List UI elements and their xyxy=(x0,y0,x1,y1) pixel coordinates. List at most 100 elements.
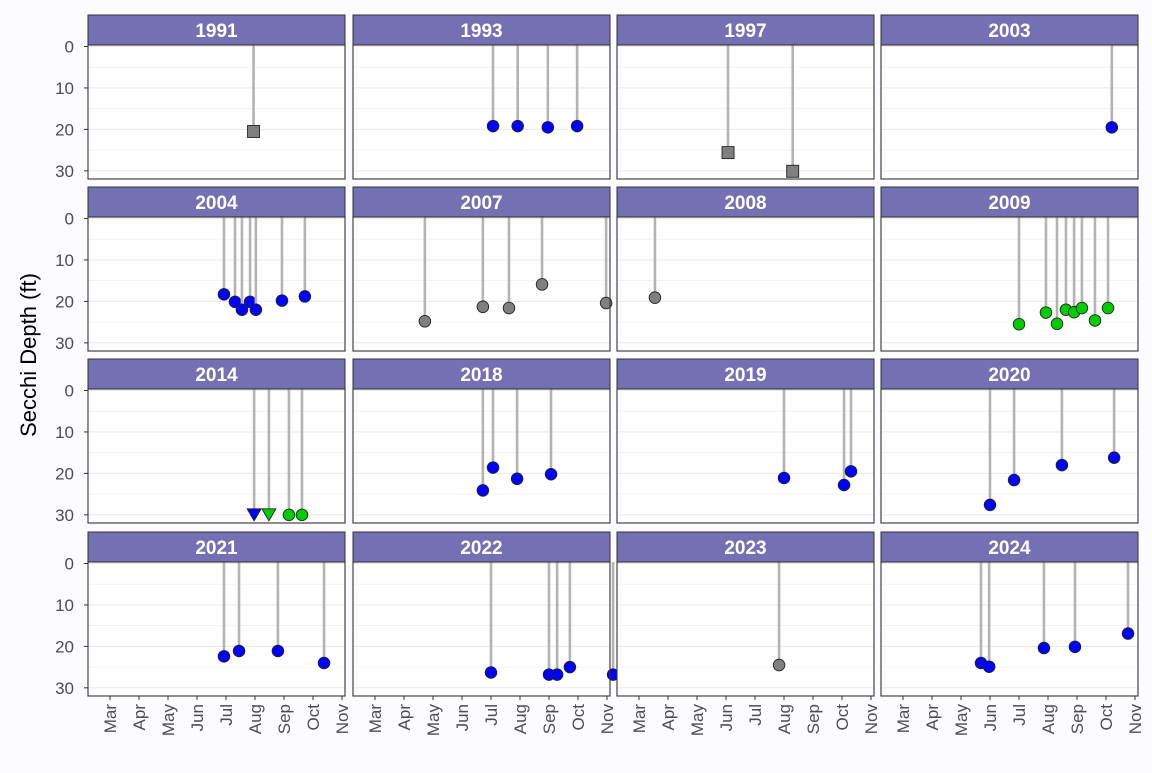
data-point-circle xyxy=(1068,640,1082,654)
x-tick-label: May xyxy=(952,704,971,737)
panel-background xyxy=(617,45,874,179)
facet-strip xyxy=(87,358,346,390)
facet-strip xyxy=(616,358,875,390)
facet-strip-label: 2019 xyxy=(724,365,766,386)
data-point-circle xyxy=(844,465,858,478)
facet-strip xyxy=(880,186,1139,218)
data-point-circle xyxy=(1075,301,1089,315)
facet-strip xyxy=(880,531,1139,563)
facet-panel-2003: 2003 xyxy=(880,14,1139,180)
facet-panel-2020: 2020 xyxy=(880,358,1139,524)
x-tick-label: Apr xyxy=(659,704,678,731)
panel-background xyxy=(88,45,345,179)
y-axis-title: Secchi Depth (ft) xyxy=(16,273,41,437)
panel-border xyxy=(87,388,346,524)
data-point-circle xyxy=(535,278,549,291)
data-point-circle xyxy=(983,498,997,512)
x-tick-label: Jun xyxy=(717,704,736,731)
data-point-circle xyxy=(1088,314,1102,327)
data-point-circle xyxy=(476,300,490,314)
y-tick-label: 20 xyxy=(55,637,74,656)
y-tick-label: 10 xyxy=(55,251,74,270)
facet-strip-label: 2004 xyxy=(195,193,238,214)
panel-border xyxy=(616,44,875,180)
panel-border xyxy=(352,561,611,697)
facet-strip-label: 1997 xyxy=(724,21,766,42)
data-point-circle xyxy=(418,315,432,328)
x-tick-label: Sep xyxy=(275,704,294,734)
panel-background xyxy=(88,389,345,523)
facet-strip-label: 2003 xyxy=(988,21,1030,42)
facet-panel-1993: 1993 xyxy=(352,14,611,180)
data-point-circle xyxy=(1037,641,1051,655)
data-point-circle xyxy=(232,644,246,658)
data-point-circle xyxy=(476,484,490,497)
data-point-triangle xyxy=(246,508,262,522)
data-point-circle xyxy=(295,508,309,522)
data-point-circle xyxy=(486,461,500,474)
panel-border xyxy=(880,44,1139,180)
x-tick-label: Oct xyxy=(833,704,852,731)
facet-strip xyxy=(87,531,346,563)
x-tick-label: Nov xyxy=(333,704,352,735)
facet-strip xyxy=(616,531,875,563)
facet-strip xyxy=(352,186,611,218)
facet-panel-2008: 2008 xyxy=(616,186,875,352)
data-point-circle xyxy=(1055,458,1069,472)
x-tick-label: Apr xyxy=(923,704,942,731)
data-point-circle xyxy=(217,288,231,301)
x-tick-label: Oct xyxy=(1097,704,1116,731)
x-tick-label: Mar xyxy=(101,704,120,734)
facet-panel-2014: 2014 0 10 20 30 xyxy=(55,358,346,525)
data-point-circle xyxy=(837,478,851,492)
facet-panel-1991: 1991 0 10 20 30 xyxy=(55,14,346,181)
data-point-circle xyxy=(502,301,516,315)
y-tick-label: 10 xyxy=(55,596,74,615)
panel-border xyxy=(616,388,875,524)
y-tick-label: 20 xyxy=(55,464,74,483)
x-tick-label: Jun xyxy=(188,704,207,731)
facet-strip-label: 2018 xyxy=(460,365,502,386)
facet-panel-2009: 2009 xyxy=(880,186,1139,352)
data-point-triangle xyxy=(261,508,277,522)
y-tick-label: 0 xyxy=(65,38,74,57)
data-point-circle xyxy=(511,119,524,133)
facet-strip-label: 2007 xyxy=(460,193,502,214)
x-tick-label: Jul xyxy=(482,704,501,726)
facet-panel-2018: 2018 xyxy=(352,358,611,524)
facet-panel-2023: 2023 Mar Apr May Jun Jul Aug Sep Oct Nov xyxy=(616,531,881,736)
panel-background xyxy=(617,562,874,696)
facet-strip-label: 1993 xyxy=(460,21,502,42)
data-point-circle xyxy=(772,658,786,672)
y-tick-label: 0 xyxy=(65,382,74,401)
facet-strip xyxy=(352,358,611,390)
x-tick-label: Sep xyxy=(804,704,823,734)
x-tick-label: Sep xyxy=(540,704,559,734)
data-point-circle xyxy=(271,644,285,658)
x-tick-label: Nov xyxy=(598,704,617,735)
data-point-circle xyxy=(486,119,500,133)
y-tick-label: 10 xyxy=(55,79,74,98)
x-tick-label: Mar xyxy=(366,704,385,734)
facet-panel-2004: 2004 0 10 20 30 xyxy=(55,186,346,353)
panels-layer: 1991 0 10 20 30 1993 1997 2003 2004 0 10 20 30 2007 20… xyxy=(55,14,1145,737)
data-point-circle xyxy=(1050,317,1064,331)
panel-background xyxy=(617,389,874,523)
panel-background xyxy=(353,389,610,523)
data-point-circle xyxy=(1121,627,1135,640)
data-point-circle xyxy=(982,660,996,673)
x-tick-label: May xyxy=(424,704,443,737)
x-tick-label: Oct xyxy=(304,704,323,731)
x-tick-label: Jul xyxy=(746,704,765,726)
facet-strip xyxy=(352,14,611,46)
panel-background xyxy=(881,389,1138,523)
x-tick-label: Aug xyxy=(775,704,794,734)
data-point-square xyxy=(721,146,735,160)
x-tick-label: Aug xyxy=(1039,704,1058,734)
facet-strip-label: 2014 xyxy=(195,365,238,386)
facet-panel-1997: 1997 xyxy=(616,14,875,180)
facet-panel-2021: 2021 0 10 20 30 Mar Apr May Jun Jul Aug Sep Oct Nov xyxy=(55,531,352,736)
data-point-circle xyxy=(298,290,312,303)
panel-border xyxy=(880,388,1139,524)
